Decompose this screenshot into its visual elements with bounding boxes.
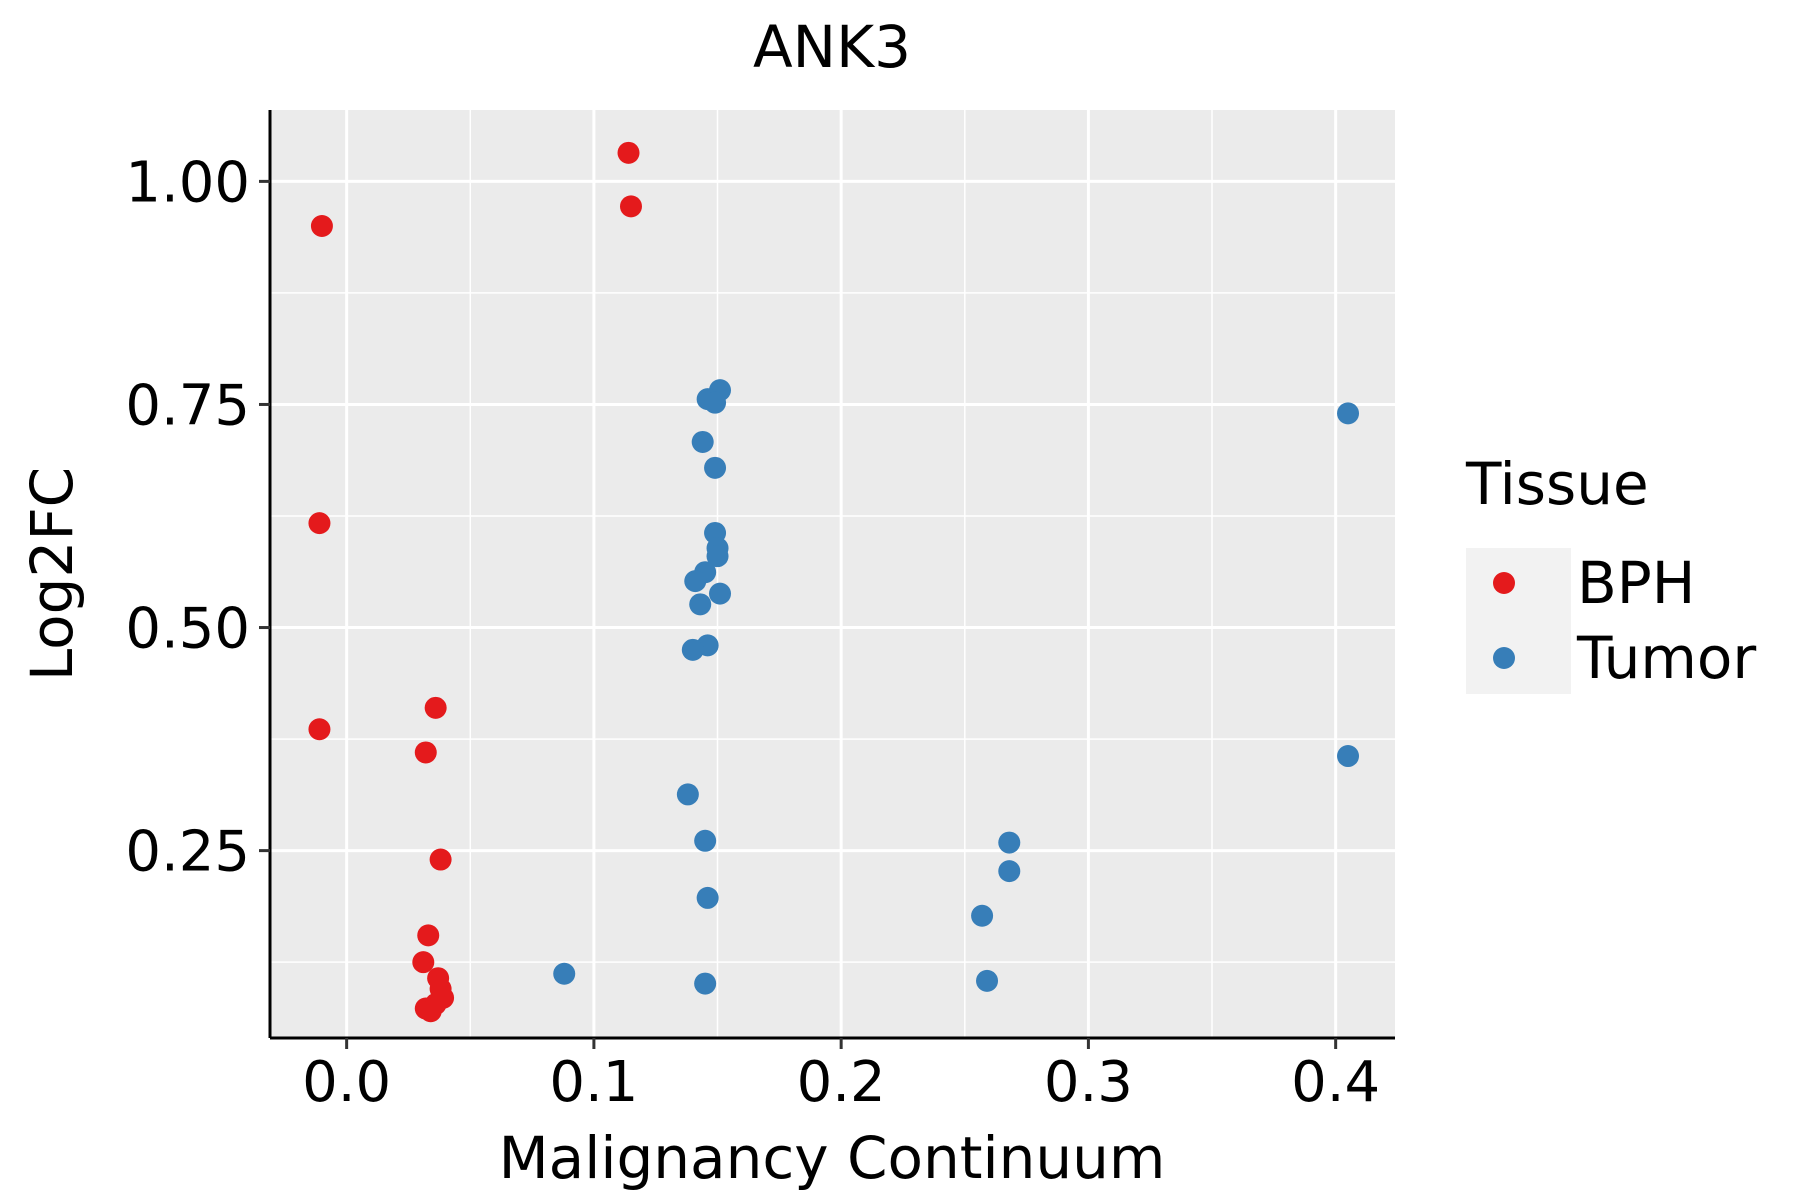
data-point-tumor — [709, 582, 731, 605]
x-tick-label: 0.3 — [1044, 1050, 1133, 1115]
minor-grid — [270, 110, 1395, 1038]
data-point-bph — [412, 951, 435, 974]
data-point-tumor — [706, 545, 729, 568]
data-point-tumor — [1337, 745, 1360, 768]
x-tick-label: 0.1 — [549, 1050, 638, 1115]
x-axis-label: Malignancy Continuum — [499, 1124, 1166, 1192]
data-point-bph — [619, 195, 642, 218]
y-tick-label: 0.50 — [125, 597, 250, 662]
major-grid — [270, 110, 1395, 1038]
data-point-bph — [414, 741, 437, 764]
data-point-bph — [308, 512, 331, 535]
y-axis-label: Log2FC — [18, 467, 86, 681]
data-point-bph — [419, 1000, 442, 1023]
plot-panel — [270, 110, 1395, 1038]
data-point-bph — [310, 215, 333, 237]
data-point-tumor — [689, 593, 712, 616]
x-tick-label: 0.4 — [1291, 1050, 1380, 1115]
legend-key-tumor — [1493, 647, 1515, 669]
data-point-bph — [424, 696, 447, 719]
y-axis-ticks: 0.25 0.50 0.75 1.00 — [125, 150, 270, 885]
data-point-tumor — [694, 972, 717, 995]
legend-key-background — [1466, 548, 1571, 694]
data-point-tumor — [998, 831, 1021, 854]
data-point-tumor — [676, 783, 699, 806]
x-axis-ticks: 0.0 0.1 0.2 0.3 0.4 — [302, 1038, 1380, 1115]
y-tick-label: 0.25 — [125, 820, 250, 885]
legend: Tissue BPH Tumor — [1465, 450, 1756, 694]
data-point-tumor — [553, 962, 576, 985]
legend-title: Tissue — [1465, 450, 1649, 518]
x-tick-label: 0.0 — [302, 1050, 391, 1115]
data-points — [308, 141, 1360, 1023]
y-tick-label: 1.00 — [125, 150, 250, 215]
data-point-bph — [617, 141, 640, 164]
chart-title: ANK3 — [753, 13, 911, 81]
data-point-tumor — [691, 430, 714, 453]
data-point-tumor — [971, 904, 994, 927]
data-point-bph — [308, 718, 331, 741]
y-tick-label: 0.75 — [125, 373, 250, 438]
legend-label-tumor: Tumor — [1576, 624, 1756, 692]
data-point-tumor — [998, 860, 1021, 883]
x-tick-label: 0.2 — [797, 1050, 886, 1115]
data-point-tumor — [1337, 402, 1360, 425]
data-point-tumor — [696, 886, 719, 909]
data-point-bph — [417, 924, 440, 947]
data-point-tumor — [681, 638, 704, 661]
data-point-tumor — [704, 456, 727, 479]
legend-key-bph — [1493, 572, 1515, 594]
legend-label-bph: BPH — [1577, 549, 1695, 617]
data-point-tumor — [704, 391, 727, 414]
data-point-tumor — [684, 570, 707, 593]
data-point-tumor — [976, 969, 999, 992]
data-point-tumor — [694, 829, 717, 852]
data-point-bph — [429, 848, 452, 871]
